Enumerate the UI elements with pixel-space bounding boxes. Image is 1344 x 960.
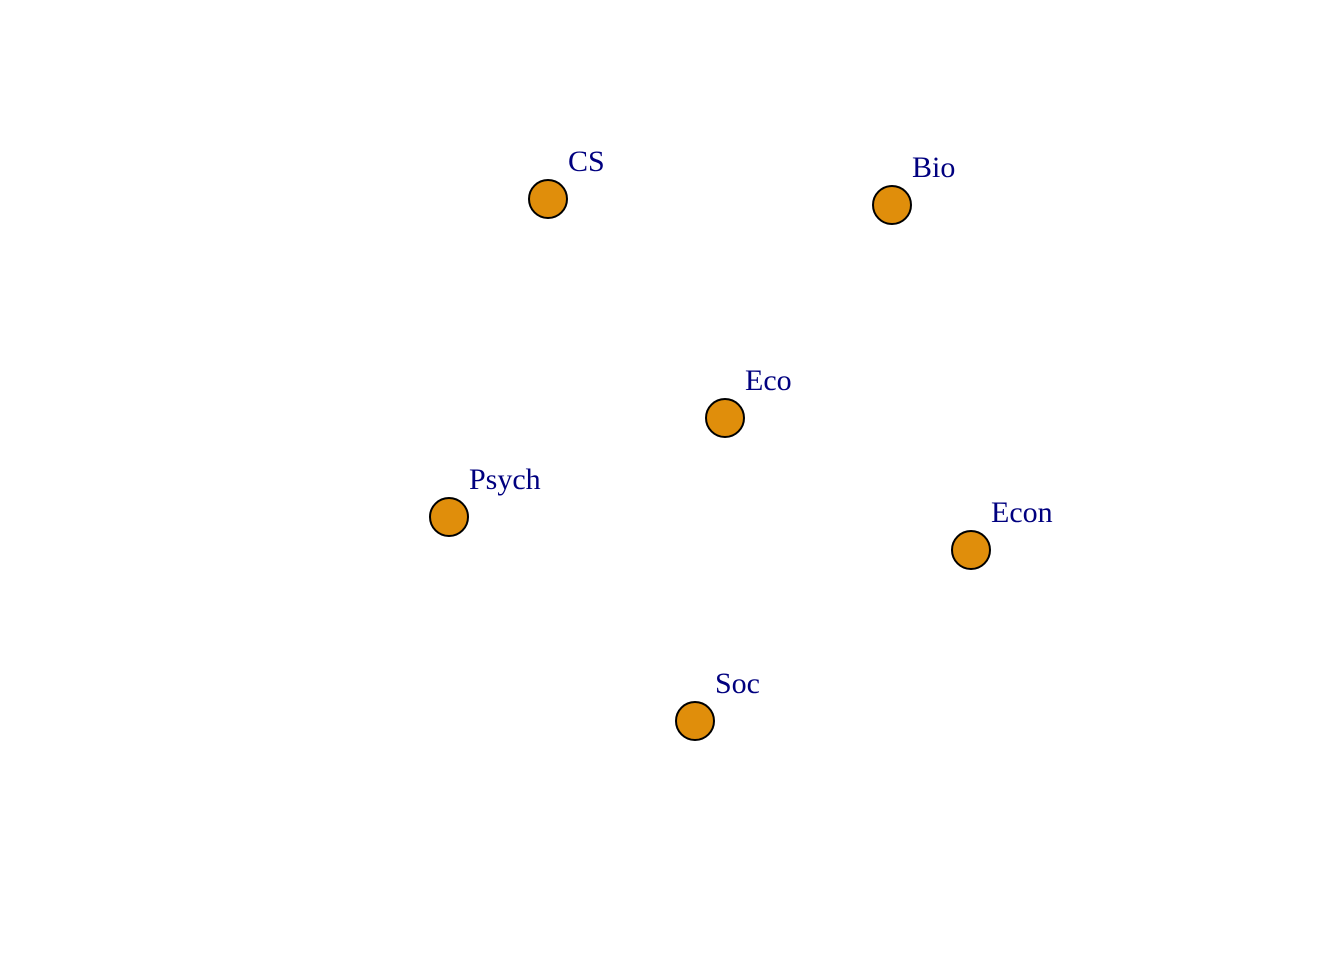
node-circle-cs bbox=[528, 179, 568, 219]
node-label-cs: CS bbox=[568, 145, 605, 178]
node-circle-econ bbox=[951, 530, 991, 570]
node-label-psych: Psych bbox=[469, 463, 541, 496]
node-circle-soc bbox=[675, 701, 715, 741]
node-eco: Eco bbox=[705, 364, 792, 438]
node-label-soc: Soc bbox=[715, 667, 760, 700]
node-label-bio: Bio bbox=[912, 151, 955, 184]
node-circle-psych bbox=[429, 497, 469, 537]
node-circle-eco bbox=[705, 398, 745, 438]
node-soc: Soc bbox=[675, 667, 760, 741]
nodes-layer: CS Bio Eco Psych Econ Soc bbox=[429, 145, 1053, 741]
node-label-eco: Eco bbox=[745, 364, 792, 397]
node-econ: Econ bbox=[951, 496, 1053, 570]
node-psych: Psych bbox=[429, 463, 541, 537]
node-circle-bio bbox=[872, 185, 912, 225]
node-bio: Bio bbox=[872, 151, 955, 225]
node-cs: CS bbox=[528, 145, 605, 219]
node-label-econ: Econ bbox=[991, 496, 1053, 529]
